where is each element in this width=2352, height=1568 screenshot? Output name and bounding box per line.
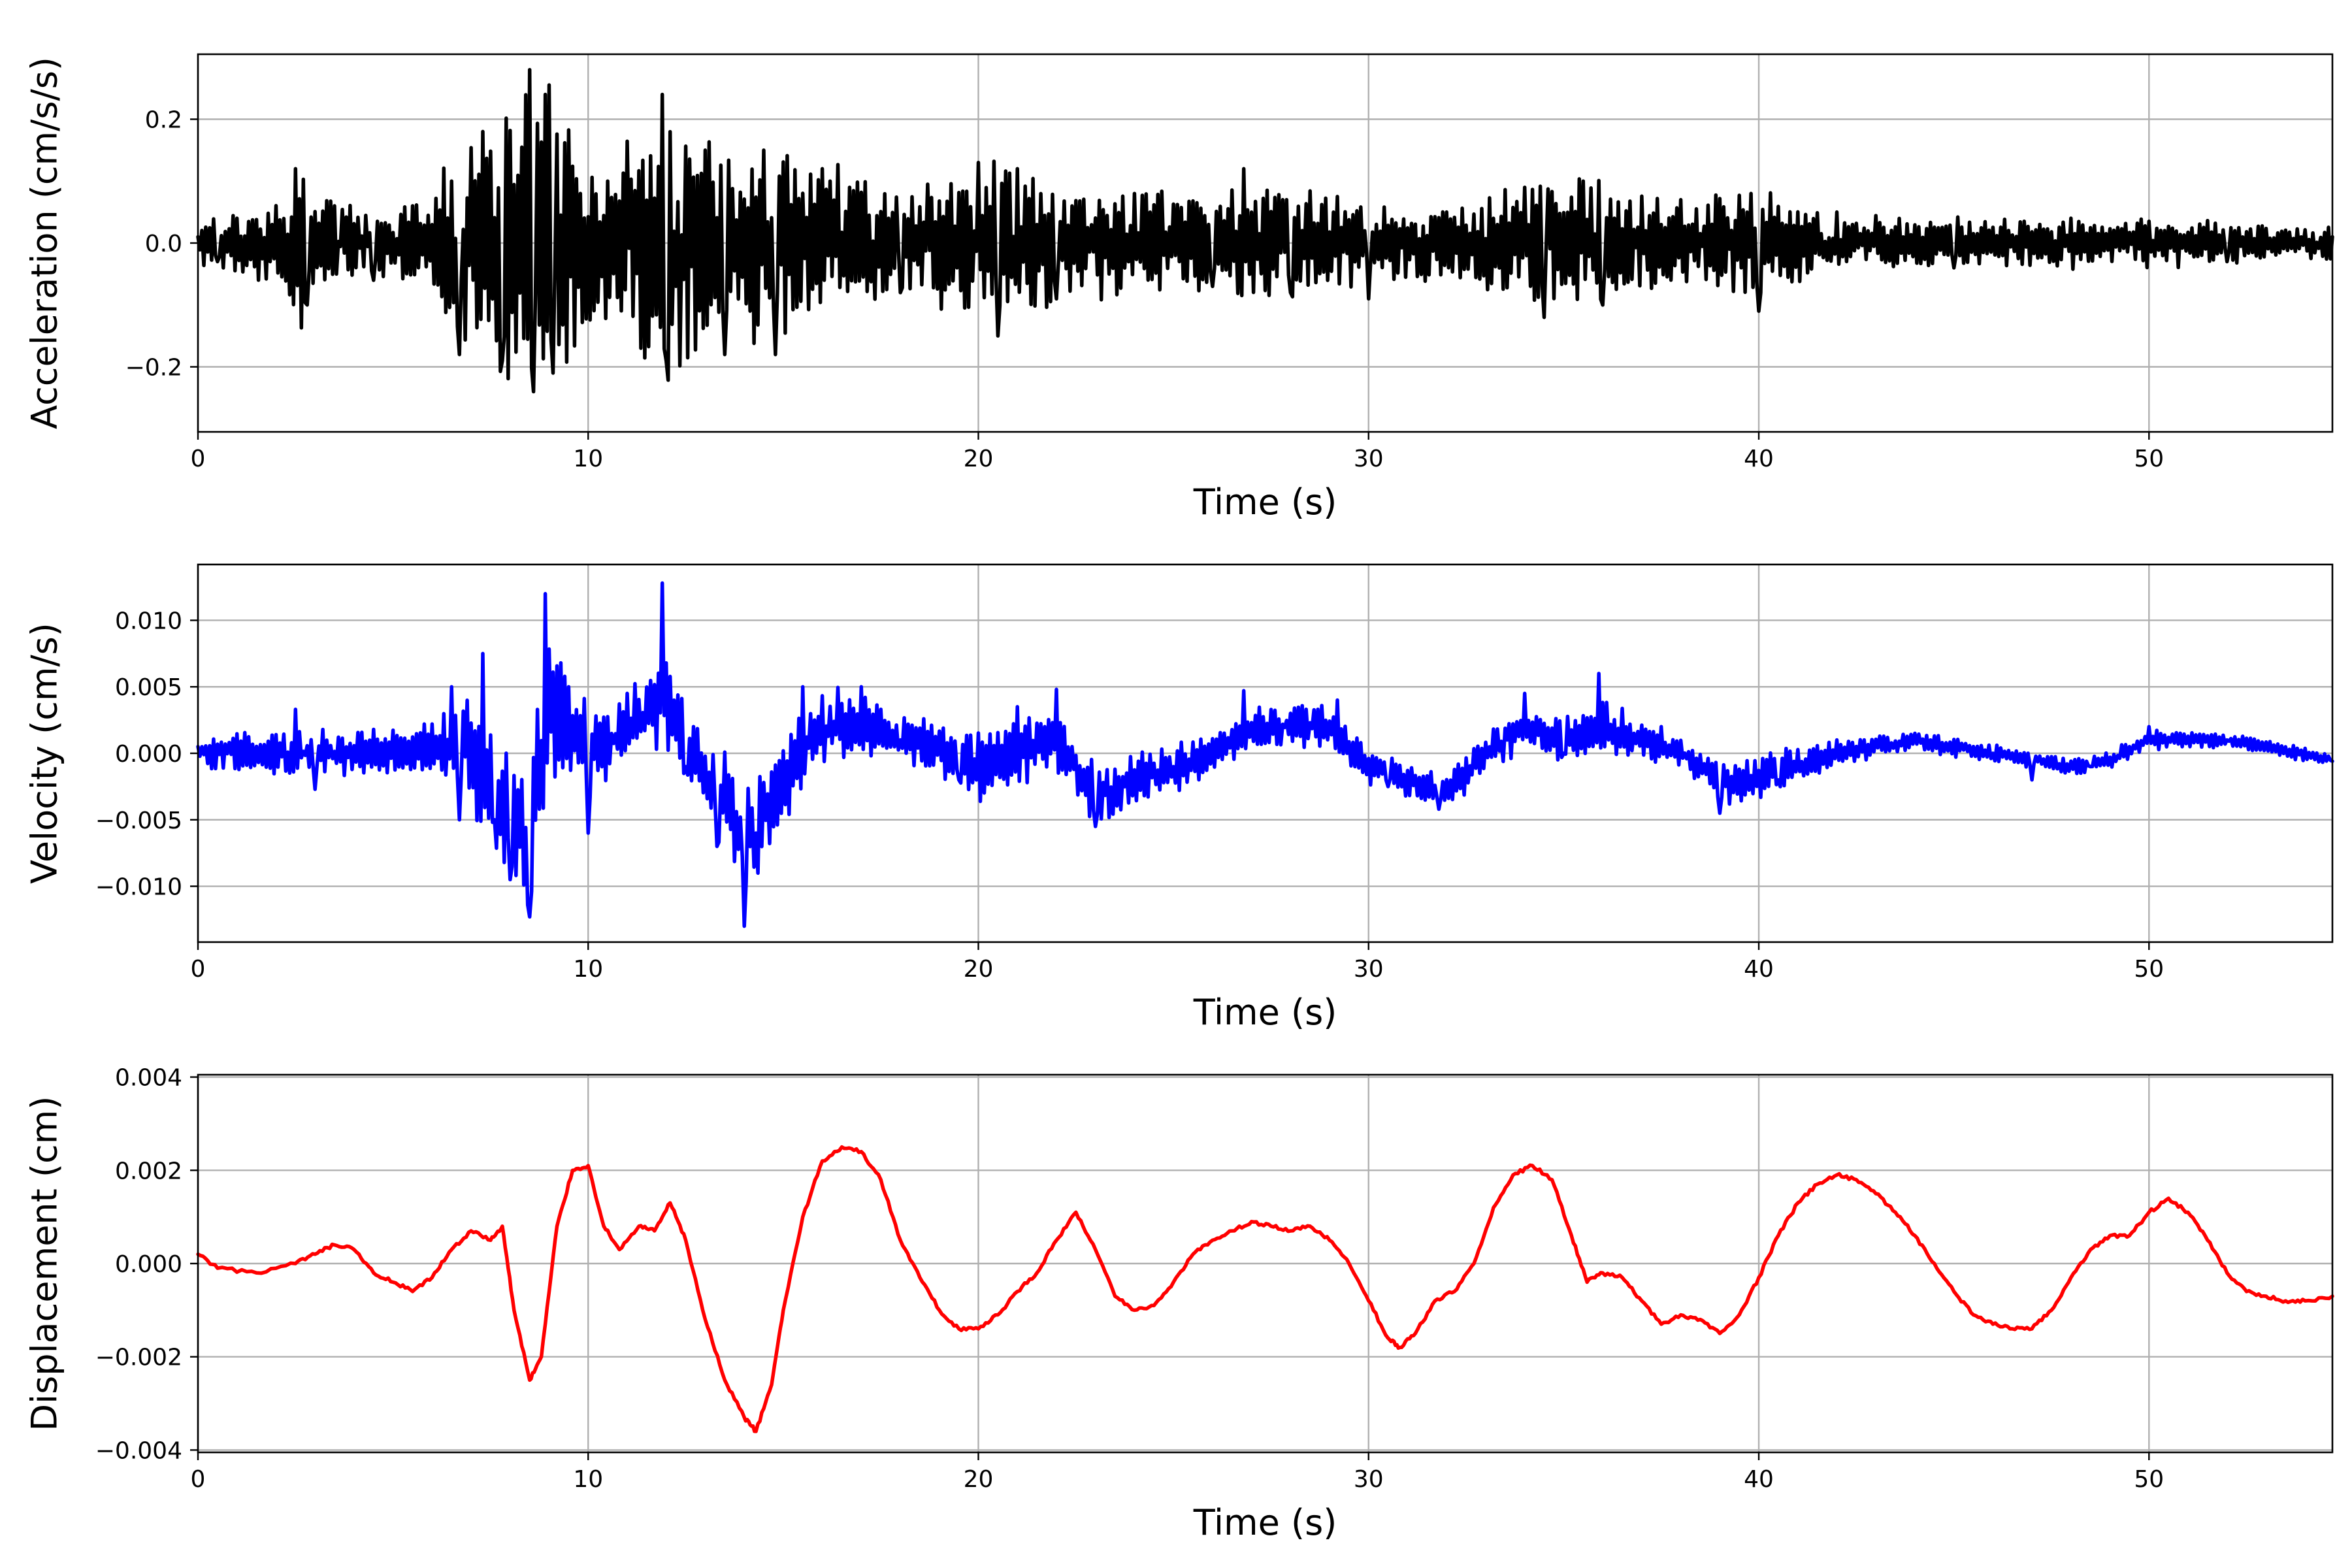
velocity-y-axis-label: Velocity (cm/s) bbox=[24, 623, 65, 884]
velocity-x-tick-label: 20 bbox=[964, 956, 994, 983]
displacement-x-tick-label: 40 bbox=[1744, 1466, 1774, 1493]
acceleration-x-tick-label: 40 bbox=[1744, 446, 1774, 472]
acceleration-y-tick-label: 0.0 bbox=[145, 231, 182, 257]
displacement-y-tick-label: −0.002 bbox=[95, 1345, 182, 1371]
velocity-x-tick-label: 10 bbox=[573, 956, 603, 983]
velocity-series-line bbox=[196, 581, 2334, 928]
velocity-x-tick-label: 30 bbox=[1354, 956, 1384, 983]
acceleration-x-tick-label: 50 bbox=[2134, 446, 2164, 472]
displacement-x-tick-label: 20 bbox=[964, 1466, 994, 1493]
velocity-y-tick-label: 0.000 bbox=[115, 741, 182, 768]
displacement-x-tick-label: 10 bbox=[573, 1466, 603, 1493]
velocity-y-tick-label: 0.010 bbox=[115, 608, 182, 634]
velocity-panel: 0 10 20 30 40 50 −0.010 −0.005 0.000 0.005 0.010 T… bbox=[24, 563, 2334, 1033]
velocity-x-axis-label: Time (s) bbox=[1193, 992, 1337, 1033]
velocity-y-tick-label: 0.005 bbox=[115, 674, 182, 701]
acceleration-x-tick-label: 10 bbox=[573, 446, 603, 472]
displacement-y-axis-label: Displacement (cm) bbox=[24, 1096, 65, 1431]
displacement-x-tick-label: 30 bbox=[1354, 1466, 1384, 1493]
displacement-series-line bbox=[196, 1145, 2334, 1433]
acceleration-y-tick-label: −0.2 bbox=[125, 355, 182, 382]
acceleration-y-axis-label: Acceleration (cm/s/s) bbox=[24, 57, 65, 429]
acceleration-ticks: 0 10 20 30 40 50 −0.2 0.0 0.2 bbox=[125, 106, 2164, 472]
displacement-x-axis-label: Time (s) bbox=[1193, 1502, 1337, 1543]
acceleration-x-tick-label: 20 bbox=[964, 446, 994, 472]
displacement-grid bbox=[197, 1075, 2332, 1452]
velocity-x-tick-label: 40 bbox=[1744, 956, 1774, 983]
displacement-y-tick-label: 0.004 bbox=[115, 1065, 182, 1092]
displacement-x-tick-label: 0 bbox=[191, 1466, 206, 1493]
velocity-x-tick-label: 50 bbox=[2134, 956, 2164, 983]
velocity-y-tick-label: −0.010 bbox=[95, 874, 182, 901]
displacement-x-tick-label: 50 bbox=[2134, 1466, 2164, 1493]
displacement-panel: 0 10 20 30 40 50 −0.004 −0.002 0.000 0.002 0.004 T… bbox=[24, 1065, 2334, 1543]
acceleration-x-tick-label: 0 bbox=[191, 446, 206, 472]
velocity-ticks: 0 10 20 30 40 50 −0.010 −0.005 0.000 0.005 0.010 bbox=[95, 608, 2164, 983]
acceleration-y-tick-label: 0.2 bbox=[145, 106, 182, 133]
velocity-x-tick-label: 0 bbox=[191, 956, 206, 983]
acceleration-x-axis-label: Time (s) bbox=[1193, 482, 1337, 523]
acceleration-series-line bbox=[196, 67, 2334, 394]
acceleration-x-tick-label: 30 bbox=[1354, 446, 1384, 472]
velocity-y-tick-label: −0.005 bbox=[95, 808, 182, 834]
displacement-y-tick-label: −0.004 bbox=[95, 1437, 182, 1464]
acceleration-panel: 0 10 20 30 40 50 −0.2 0.0 0.2 Time (s) Accelerat… bbox=[24, 53, 2334, 523]
displacement-ticks: 0 10 20 30 40 50 −0.004 −0.002 0.000 0.002 0.004 bbox=[95, 1065, 2164, 1493]
displacement-y-tick-label: 0.002 bbox=[115, 1158, 182, 1184]
displacement-y-tick-label: 0.000 bbox=[115, 1251, 182, 1278]
